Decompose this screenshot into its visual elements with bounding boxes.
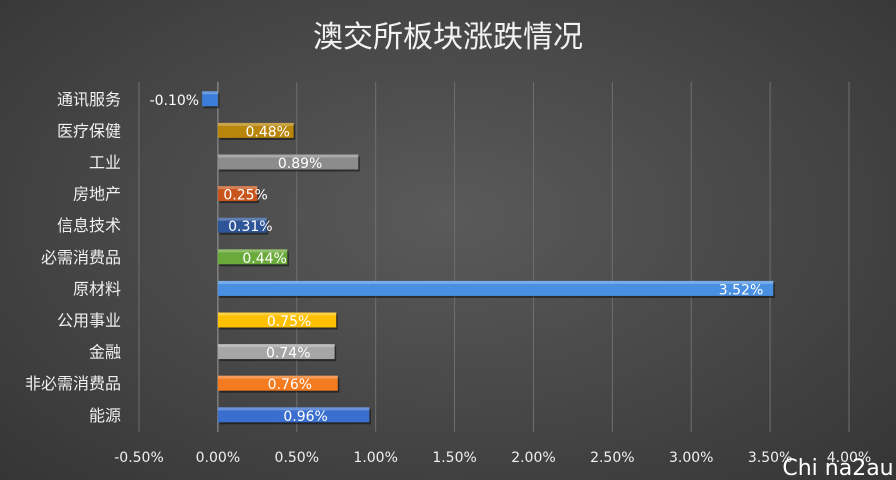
bar-highlight	[217, 375, 338, 379]
bar-rect	[217, 280, 774, 296]
bar-highlight	[217, 154, 359, 158]
category-label: 工业	[89, 153, 121, 172]
x-axis-tick-labels: -0.50% 0.00% 0.50% 1.00% 1.50% 2.00% 2.50% 3.00…	[114, 450, 871, 466]
bar-9	[217, 344, 337, 362]
data-label: 0.75%	[267, 314, 311, 330]
data-label: 0.31%	[228, 219, 272, 235]
x-tick-label: 2.00%	[511, 450, 555, 466]
data-label: 3.52%	[719, 282, 763, 298]
bar-10	[217, 375, 340, 393]
bar-highlight	[217, 217, 267, 221]
bar-rect	[217, 249, 288, 265]
category-label: 金融	[89, 343, 121, 362]
bar-6	[217, 249, 289, 267]
category-label: 通讯服务	[57, 90, 121, 109]
data-label: 0.74%	[266, 346, 310, 362]
data-labels: -0.10% 0.48% 0.89% 0.25% 0.31% 0.44% 3.52% 0.75…	[150, 93, 764, 425]
data-label: 0.76%	[268, 377, 312, 393]
bar-7	[217, 280, 775, 298]
x-tick-label: 4.00%	[827, 450, 871, 466]
category-label: 必需消费品	[41, 248, 121, 267]
bar-rect	[217, 122, 294, 138]
data-label: 0.44%	[242, 251, 286, 267]
bar-rect	[217, 186, 258, 202]
bar-2	[217, 122, 296, 140]
x-tick-label: 1.50%	[432, 450, 476, 466]
category-label: 能源	[89, 406, 121, 425]
bar-1	[202, 91, 220, 109]
bar-rect	[202, 91, 218, 107]
x-tick-label: 1.00%	[353, 450, 397, 466]
bar-rect	[217, 312, 337, 328]
category-label: 原材料	[73, 279, 121, 298]
bar-highlight	[217, 344, 335, 348]
data-label: 0.48%	[246, 124, 290, 140]
x-tick-label: 2.50%	[590, 450, 634, 466]
data-label: 0.25%	[223, 188, 267, 204]
category-label: 信息技术	[57, 216, 121, 235]
bar-rect	[217, 154, 359, 170]
bar-highlight	[202, 91, 218, 95]
data-label: -0.10%	[150, 93, 200, 109]
bar-highlight	[217, 407, 370, 411]
bar-highlight	[217, 249, 288, 253]
bar-highlight	[217, 280, 774, 284]
category-label: 非必需消费品	[25, 374, 121, 393]
bar-11	[217, 407, 371, 425]
category-label: 公用事业	[57, 311, 121, 330]
bar-highlight	[217, 186, 258, 190]
bar-4	[217, 186, 259, 204]
bar-rect	[217, 344, 335, 360]
data-label: 0.89%	[278, 156, 322, 172]
bar-rect	[217, 375, 338, 391]
chart-title: 澳交所板块涨跌情况	[313, 20, 583, 55]
bar-highlight	[217, 312, 337, 316]
gridlines	[138, 82, 850, 432]
x-tick-label: 0.00%	[196, 450, 240, 466]
x-tick-label: 3.00%	[669, 450, 713, 466]
bar-rect	[217, 217, 267, 233]
watermark: Chi na2au	[782, 456, 893, 480]
bar-3	[217, 154, 360, 172]
bar-5	[217, 217, 269, 235]
bar-highlight	[217, 122, 294, 126]
data-label: 0.96%	[283, 409, 327, 425]
bar-rect	[217, 407, 370, 423]
category-label: 医疗保健	[57, 121, 121, 140]
bar-8	[217, 312, 338, 330]
bars	[202, 91, 775, 425]
x-tick-label: -0.50%	[114, 450, 164, 466]
category-label: 房地产	[73, 185, 121, 204]
x-tick-label: 3.50%	[748, 450, 792, 466]
x-tick-label: 0.50%	[275, 450, 319, 466]
